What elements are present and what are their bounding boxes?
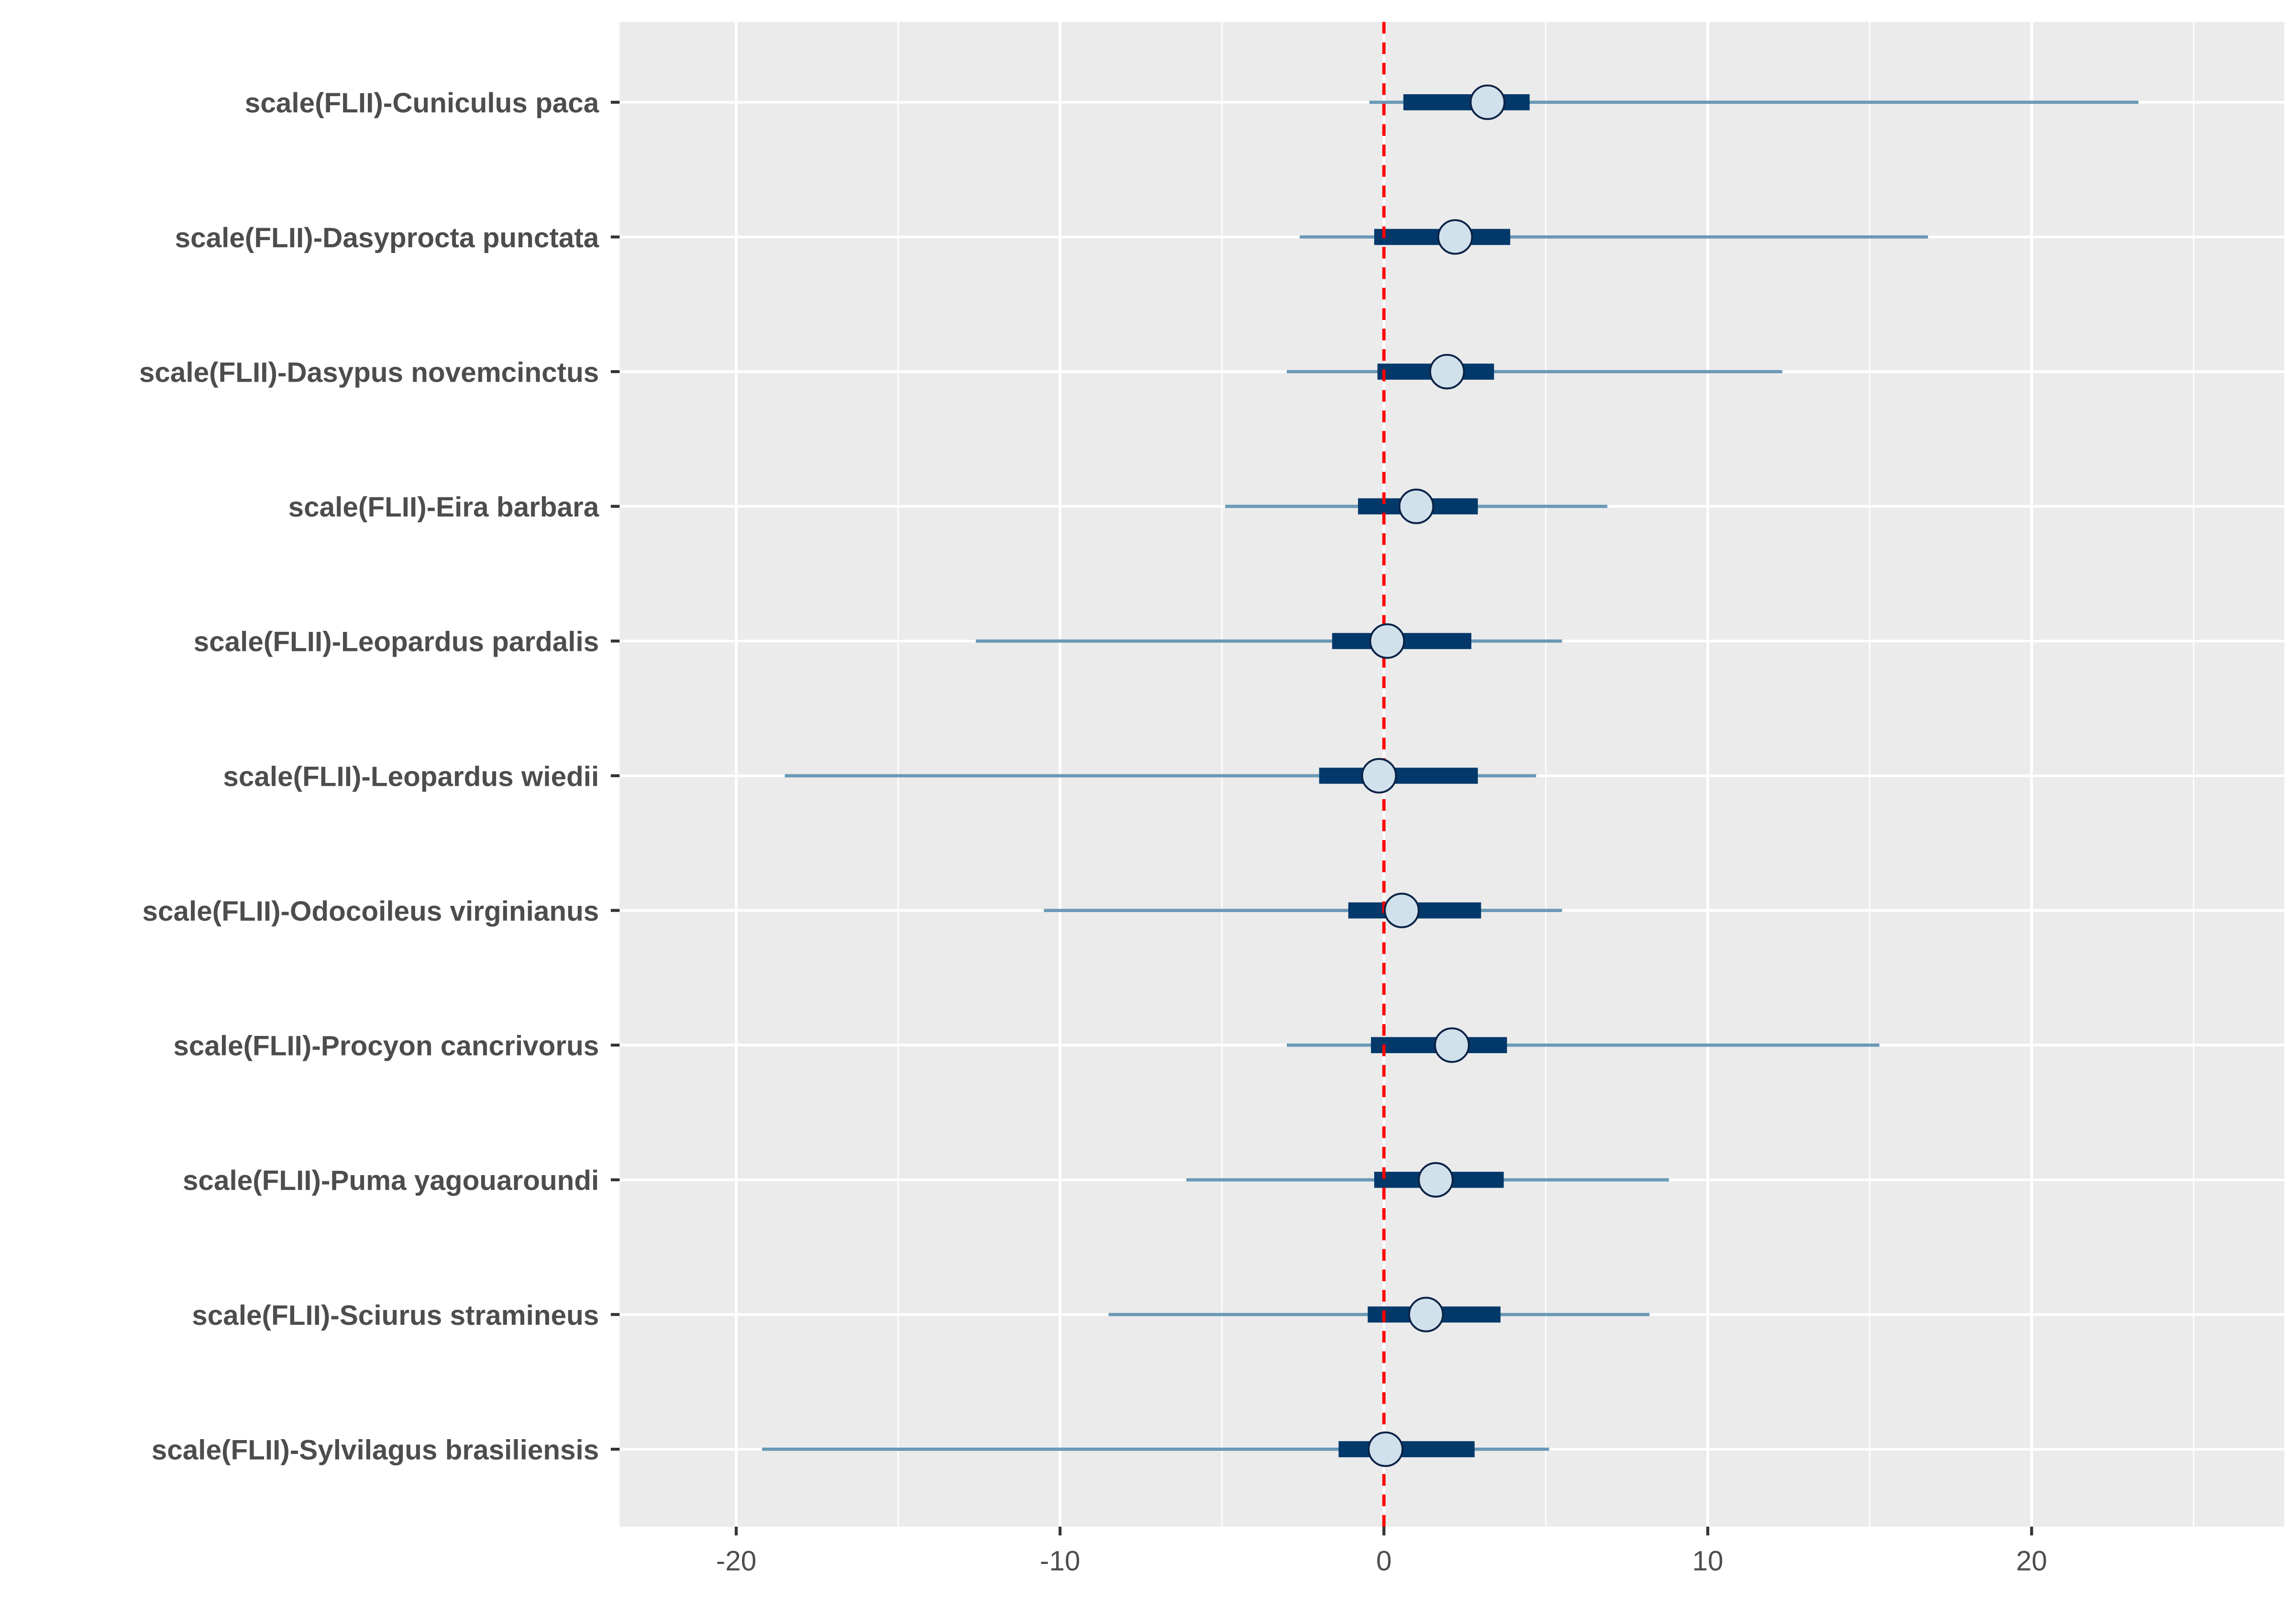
point-estimate	[1368, 1431, 1403, 1467]
y-tick-label: scale(FLII)-Eira barbara	[288, 492, 599, 523]
y-axis: scale(FLII)-Cuniculus paca scale(FLII)-Da…	[139, 88, 620, 1466]
y-tick-label: scale(FLII)-Leopardus pardalis	[194, 627, 599, 658]
point-estimate	[1434, 1027, 1470, 1063]
y-tick-label: scale(FLII)-Sciurus stramineus	[192, 1300, 599, 1331]
x-axis: -20 -10 0 10 20	[716, 1527, 2047, 1577]
y-tick-label: scale(FLII)-Odocoileus virginianus	[142, 896, 599, 927]
x-tick-label: 10	[1692, 1546, 1723, 1577]
point-estimate	[1361, 758, 1397, 794]
y-tick-label: scale(FLII)-Cuniculus paca	[245, 88, 599, 119]
point-estimate	[1384, 892, 1420, 928]
point-estimate	[1398, 488, 1435, 524]
y-tick-label: scale(FLII)-Leopardus wiedii	[223, 761, 599, 792]
point-estimate	[1469, 84, 1506, 120]
x-tick-label: -20	[716, 1546, 756, 1577]
y-tick-label: scale(FLII)-Procyon cancrivorus	[173, 1031, 599, 1062]
y-tick-label: scale(FLII)-Sylvilagus brasiliensis	[152, 1435, 599, 1466]
point-estimate	[1418, 1162, 1454, 1198]
point-estimate	[1369, 623, 1405, 659]
y-tick-label: scale(FLII)-Puma yagouaroundi	[183, 1165, 599, 1196]
point-estimate	[1408, 1297, 1444, 1332]
x-tick-label: 0	[1376, 1546, 1392, 1577]
x-tick-label: 20	[2016, 1546, 2047, 1577]
y-tick-label: scale(FLII)-Dasypus novemcinctus	[139, 357, 599, 388]
x-tick-label: -10	[1040, 1546, 1080, 1577]
points	[1361, 84, 1506, 1467]
point-estimate	[1437, 219, 1473, 255]
point-estimate	[1429, 353, 1465, 390]
y-tick-label: scale(FLII)-Dasyprocta punctata	[175, 222, 599, 253]
